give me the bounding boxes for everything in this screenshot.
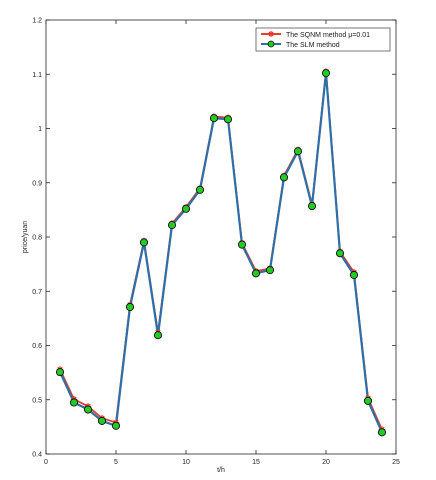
data-point — [279, 173, 289, 182]
data-point — [209, 114, 219, 123]
data-point — [97, 416, 107, 425]
legend: The SQNM method μ=0.01 The SLM method — [255, 27, 391, 52]
y-tick-label: 1.1 — [32, 72, 42, 79]
x-tick-label: 5 — [114, 459, 118, 466]
data-point — [251, 269, 261, 278]
series-markers-slm — [55, 69, 387, 437]
legend-marker-sqnm — [268, 31, 274, 37]
data-point — [139, 238, 149, 247]
legend-box — [255, 27, 391, 52]
data-point — [377, 428, 387, 437]
data-point — [181, 204, 191, 213]
y-tick-label: 0.6 — [32, 343, 42, 350]
data-point — [307, 202, 317, 211]
data-point — [83, 405, 93, 414]
data-point — [349, 270, 359, 280]
x-tick-label: 0 — [44, 459, 48, 466]
y-tick-label: 0.8 — [32, 235, 42, 242]
x-tick-label: 20 — [322, 459, 330, 466]
data-point — [237, 240, 247, 249]
y-tick-label: 0.9 — [32, 180, 42, 187]
legend-label-slm: The SLM method — [286, 42, 340, 49]
x-axis-label: t/h — [217, 467, 225, 474]
y-tick-label: 0.5 — [32, 397, 42, 404]
legend-marker-slm — [267, 40, 275, 48]
y-tick-label: 0.7 — [32, 289, 42, 296]
data-point — [69, 398, 79, 407]
x-tick-label: 15 — [252, 459, 260, 466]
x-tick-label: 10 — [182, 459, 190, 466]
data-point — [363, 396, 373, 405]
data-point — [195, 185, 205, 194]
data-point — [335, 249, 345, 258]
data-point — [111, 421, 121, 430]
data-point — [223, 115, 233, 124]
y-tick-label: 1 — [38, 126, 42, 133]
data-point — [153, 331, 163, 340]
data-point — [125, 302, 135, 312]
data-point — [167, 221, 177, 230]
legend-label-sqnm: The SQNM method μ=0.01 — [286, 32, 370, 39]
series-layer — [55, 68, 387, 437]
axis-ticks: 0 5 10 15 20 25 0.4 0.5 0.6 0.7 0.8 0.9 1 1.1 1.2 — [32, 18, 400, 467]
data-point — [293, 147, 303, 156]
data-point — [321, 69, 331, 78]
y-axis-label: price/yuan — [22, 221, 29, 253]
y-tick-label: 0.4 — [32, 452, 42, 459]
data-point — [265, 266, 275, 275]
x-tick-label: 25 — [392, 459, 400, 466]
plot-area — [45, 19, 397, 455]
y-tick-label: 1.2 — [32, 18, 42, 25]
data-point — [55, 368, 65, 377]
